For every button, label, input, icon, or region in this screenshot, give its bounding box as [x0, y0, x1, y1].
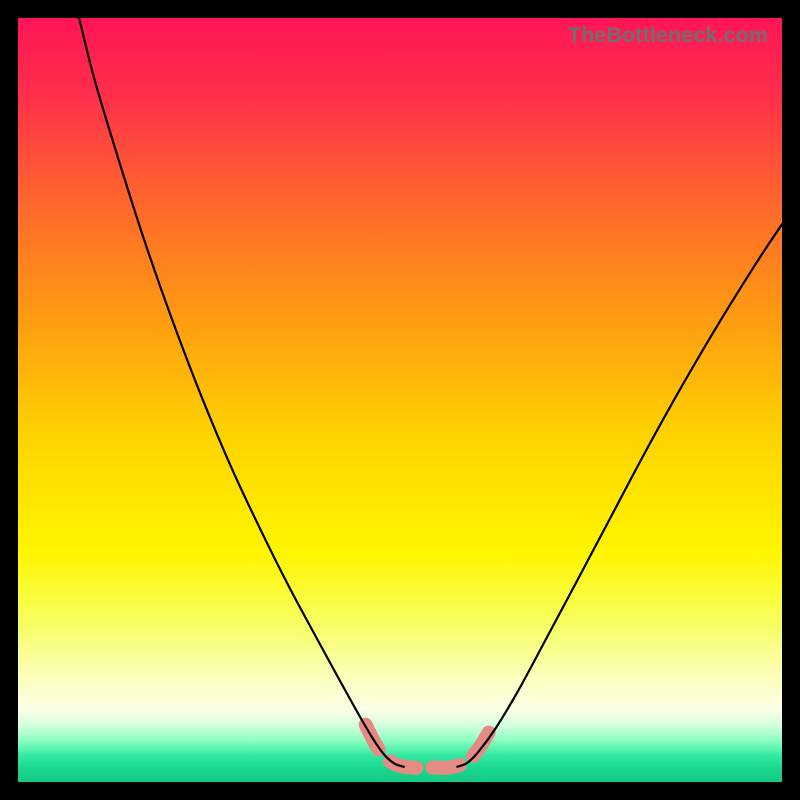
plot-area: TheBottleneck.com [18, 18, 782, 782]
bottleneck-highlight [366, 725, 491, 768]
curves-layer [18, 18, 782, 782]
chart-frame: TheBottleneck.com [0, 0, 800, 800]
right-curve [457, 224, 782, 766]
left-curve [79, 18, 404, 767]
watermark-text: TheBottleneck.com [568, 23, 768, 48]
